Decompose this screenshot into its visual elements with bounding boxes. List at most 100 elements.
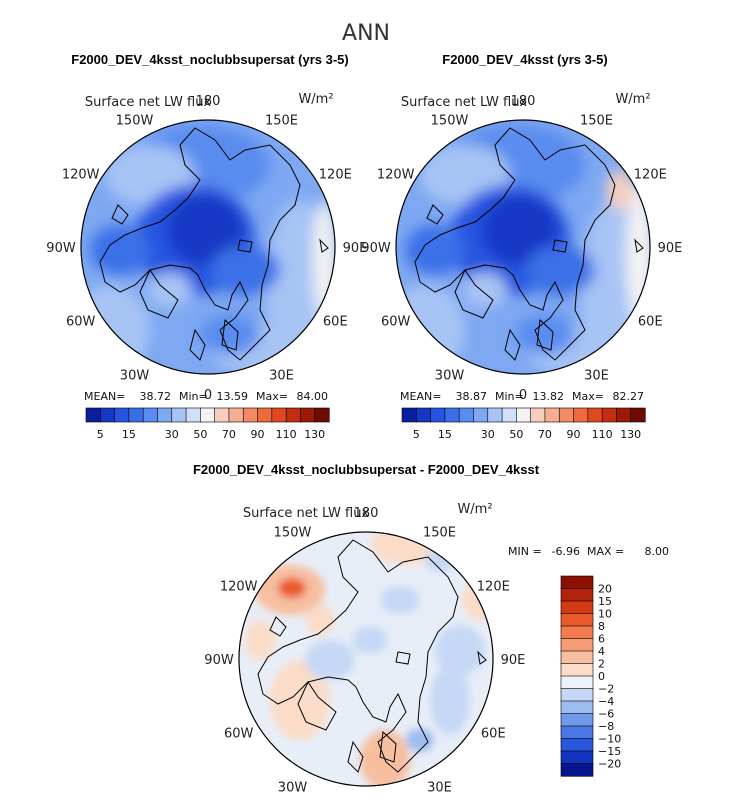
panel-2-lon-label: 120E — [634, 168, 667, 183]
panel-3-colorbar-swatch — [560, 738, 594, 752]
panel-1-colorbar-swatch — [300, 407, 316, 423]
panel-3-colorbar-swatch — [560, 575, 594, 590]
panel-2-colorbar-swatch — [601, 407, 618, 423]
panel-3-map — [239, 532, 493, 786]
panel-3-colorbar-swatch — [560, 750, 594, 765]
panel-2-mean-label: MEAN= — [400, 390, 441, 403]
panel-1-colorbar-swatch — [214, 407, 230, 423]
panel-1-colorbar-tick: 130 — [304, 428, 325, 441]
panel-2-colorbar-tick: 5 — [413, 428, 420, 441]
panel-3-max: 8.00 — [645, 545, 670, 558]
panel-1-max-label: Max= — [256, 390, 288, 403]
panel-3-lon-label: 150E — [423, 526, 456, 541]
panel-1-colorbar-swatch — [114, 407, 130, 423]
panel-2-min-label: Min= — [495, 390, 524, 403]
panel-2-colorbar-swatch — [501, 407, 517, 423]
panel-2-lon-label: 30E — [584, 368, 609, 383]
panel-2-colorbar-swatch — [487, 407, 503, 423]
panel-3-colorbar-tick: −15 — [598, 745, 621, 758]
panel-1-map — [81, 120, 335, 374]
panel-3-colorbar-swatch — [560, 613, 594, 627]
panel-3-colorbar-swatch — [560, 600, 594, 615]
panel-1-colorbar-swatch — [242, 407, 259, 423]
panel-3-lon-label: 90W — [204, 653, 234, 668]
panel-1-colorbar-swatch — [157, 407, 173, 423]
panel-3-colorbar-swatch — [560, 763, 594, 777]
panel-2-colorbar-tick: 110 — [592, 428, 613, 441]
panel-2-colorbar-swatch — [516, 407, 532, 423]
panel-1-title: F2000_DEV_4ksst_noclubbsupersat (yrs 3-5… — [71, 52, 348, 67]
panel-1-colorbar-swatch — [85, 407, 101, 423]
panel-2-lon-label: 90E — [658, 241, 683, 256]
panel-1-lon-label: 90W — [46, 241, 76, 256]
panel-1-lon-label: 150W — [116, 114, 154, 129]
panel-1-colorbar-swatch — [285, 407, 302, 423]
panel-3-colorbar-tick: 8 — [598, 620, 605, 633]
panel-3-min: -6.96 — [552, 545, 580, 558]
panel-3-lon-label: 180 — [354, 506, 379, 521]
panel-2-mean: 38.87 — [456, 390, 488, 403]
panel-2: F2000_DEV_4ksst (yrs 3-5) Surface net LW… — [395, 52, 651, 375]
panel-2-colorbar-tick: 15 — [438, 428, 452, 441]
panel-2-colorbar-swatch — [530, 407, 546, 423]
panel-3-lon-label: 30E — [427, 780, 452, 795]
panel-3-colorbar-swatch — [560, 663, 594, 677]
panel-1-lon-label: 90E — [343, 241, 368, 256]
panel-3-title: F2000_DEV_4ksst_noclubbsupersat - F2000_… — [193, 462, 540, 477]
panel-1-colorbar-swatch — [257, 407, 273, 423]
panel-2-colorbar-swatch — [630, 407, 646, 423]
panel-3-colorbar-tick: −6 — [598, 708, 614, 721]
panel-2-colorbar-swatch — [444, 407, 460, 423]
panel-2-map — [396, 120, 650, 374]
panel-3: F2000_DEV_4ksst_noclubbsupersat - F2000_… — [193, 462, 540, 787]
panel-1-colorbar-tick: 90 — [251, 428, 265, 441]
panel-3-colorbar-swatch — [560, 675, 594, 690]
panel-1-colorbar-tick: 50 — [193, 428, 207, 441]
panel-2-colorbar-swatch — [430, 407, 446, 423]
panel-2-colorbar-swatch — [415, 407, 432, 423]
panel-3-colorbar-tick: −2 — [598, 683, 614, 696]
panel-1-mean: 38.72 — [140, 390, 172, 403]
panel-1-lon-label: 120E — [319, 168, 352, 183]
panel-1-colorbar-swatch — [185, 407, 201, 423]
panel-3-colorbar-tick: 6 — [598, 633, 605, 646]
panel-3-colorbar-swatch — [560, 625, 594, 640]
panel-1-lon-label: 30W — [120, 368, 150, 383]
panel-2-lon-label: 150W — [431, 114, 469, 129]
panel-3-min-label: MIN = — [508, 545, 542, 558]
panel-2-lon-label: 60E — [638, 315, 663, 330]
panel-2-lon-label: 30W — [435, 368, 465, 383]
panel-3-colorbar-tick: 15 — [598, 595, 612, 608]
panel-3-colorbar-tick: 10 — [598, 608, 612, 621]
panel-2-colorbar-tick: 130 — [620, 428, 641, 441]
panel-1-colorbar-swatch — [171, 407, 187, 423]
panel-2-subtitle: Surface net LW flux — [401, 95, 528, 110]
panel-3-lon-label: 60E — [481, 727, 506, 742]
panel-3-colorbar-tick: −10 — [598, 733, 621, 746]
panel-3-subtitle: Surface net LW flux — [243, 506, 370, 521]
panel-1-colorbar-tick: 15 — [122, 428, 136, 441]
panel-3-lon-label: 120W — [220, 580, 258, 595]
panel-1-colorbar-tick: 110 — [276, 428, 297, 441]
panel-1-units: W/m² — [298, 92, 333, 107]
panel-1-colorbar-swatch — [142, 407, 159, 423]
panel-1-max: 84.00 — [297, 390, 329, 403]
panel-3-colorbar-tick: −20 — [598, 758, 621, 771]
panel-3-colorbar-swatch — [560, 588, 594, 602]
panel-3-colorbar-swatch — [560, 713, 594, 727]
panel-1-colorbar-swatch — [271, 407, 287, 423]
panel-3-colorbar-swatch — [560, 688, 594, 702]
panel-2-colorbar-tick: 70 — [538, 428, 552, 441]
panel-1-lon-label: 60W — [66, 315, 96, 330]
panel-2-lon-label: 180 — [511, 94, 536, 109]
panel-1-colorbar-swatch — [200, 407, 216, 423]
panel-2-colorbar-swatch — [458, 407, 475, 423]
panel-1-colorbar-swatch — [128, 407, 144, 423]
panel-3-lon-label: 60W — [224, 727, 254, 742]
panel-1-lon-label: 0 — [204, 388, 212, 403]
panel-2-colorbar-swatch — [587, 407, 603, 423]
panel-1-lon-label: 120W — [62, 168, 100, 183]
panel-2-colorbar-swatch — [558, 407, 575, 423]
panel-1-colorbar-swatch — [99, 407, 116, 423]
panel-2-title: F2000_DEV_4ksst (yrs 3-5) — [442, 52, 608, 67]
